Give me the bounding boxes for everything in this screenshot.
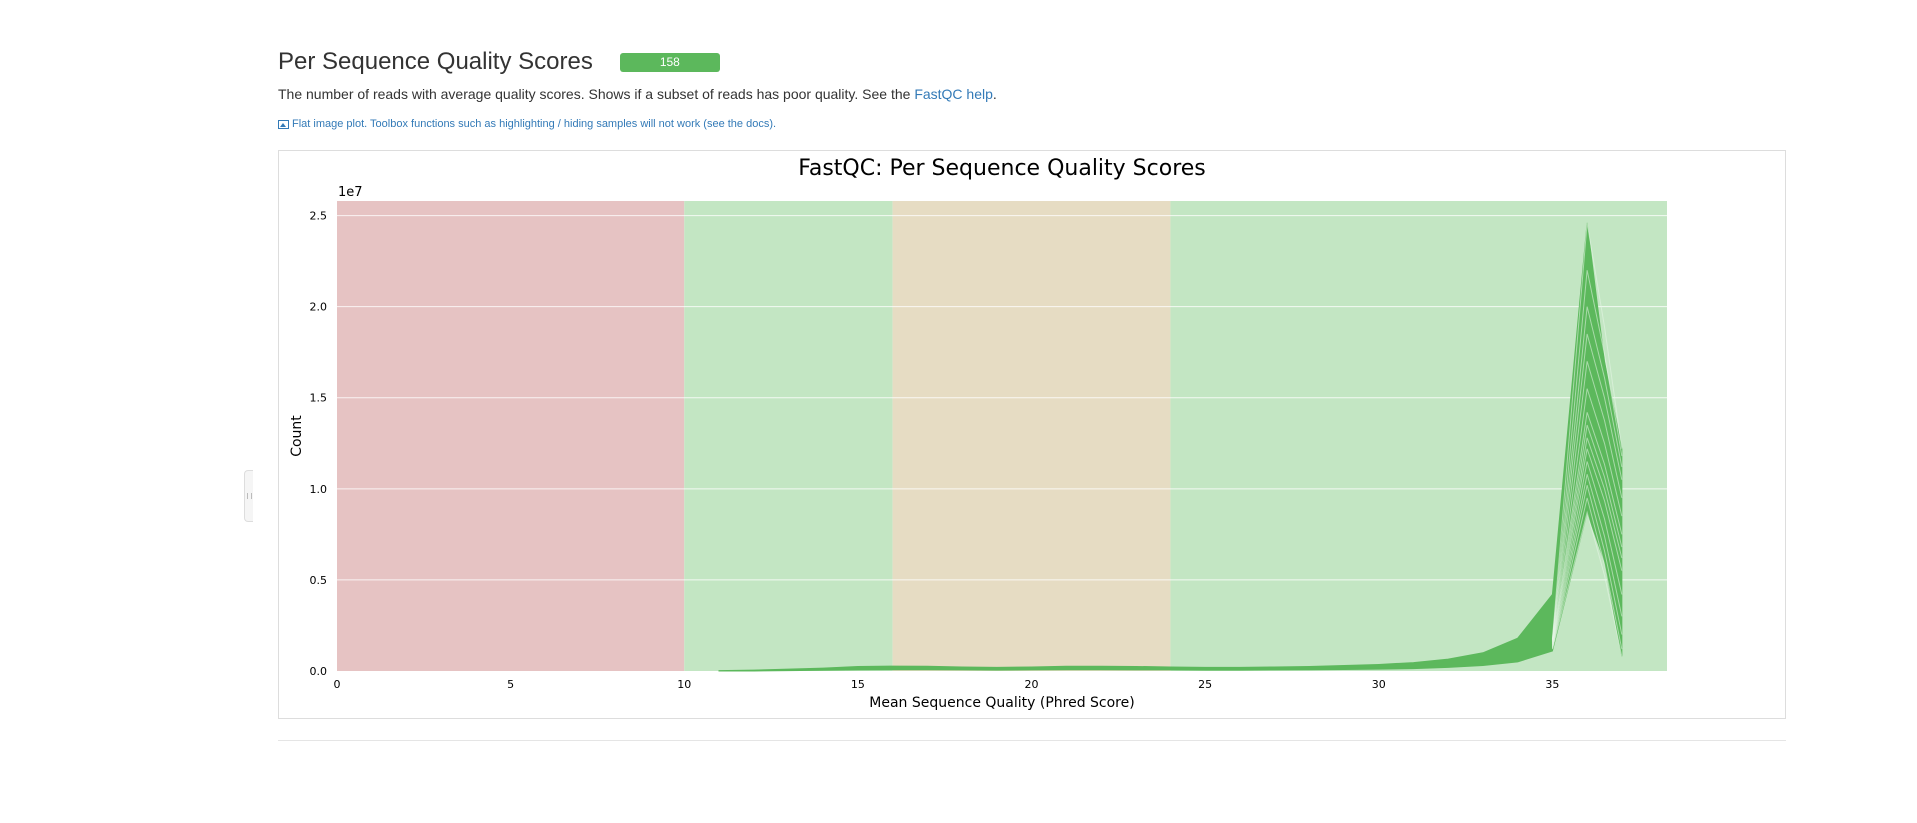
sample-line (1551, 424, 1623, 645)
image-icon (278, 119, 289, 129)
section-divider (278, 740, 1786, 741)
sample-line (1551, 361, 1623, 642)
y-offset-label: 1e7 (338, 185, 363, 200)
flat-image-note[interactable]: Flat image plot. Toolbox functions such … (278, 118, 776, 130)
section-header: Per Sequence Quality Scores 158 (278, 48, 720, 76)
band-pass (684, 201, 893, 671)
y-tick-label: 1.0 (310, 483, 328, 496)
description-end: . (992, 86, 997, 102)
x-tick-label: 20 (1025, 678, 1039, 691)
sample-line (1551, 412, 1623, 644)
fastqc-help-link[interactable]: FastQC help (914, 86, 993, 102)
x-tick-label: 25 (1198, 678, 1212, 691)
band-warn (892, 201, 1171, 671)
sample-line (1551, 461, 1623, 647)
sample-line (1551, 485, 1623, 648)
quality-score-chart: 0.0 0.5 1.0 1.5 2.0 2.5 0 5 10 15 20 25 30 35 1e7 FastQ… (289, 156, 1667, 711)
sample-line (1551, 448, 1623, 646)
section-title: Per Sequence Quality Scores (278, 48, 593, 75)
x-tick-label: 0 (334, 678, 341, 691)
sample-line (1551, 306, 1623, 641)
section-description: The number of reads with average quality… (278, 86, 997, 102)
y-axis-label: Count (289, 415, 305, 457)
band-fail (337, 201, 685, 671)
x-tick-label: 35 (1545, 678, 1559, 691)
x-tick-label: 30 (1372, 678, 1386, 691)
plot-container: 0.0 0.5 1.0 1.5 2.0 2.5 0 5 10 15 20 25 30 35 1e7 FastQ… (278, 150, 1786, 719)
sample-count-badge: 158 (619, 52, 720, 72)
x-tick-label: 15 (851, 678, 865, 691)
flat-note-text[interactable]: Flat image plot. Toolbox functions such … (292, 118, 777, 130)
x-tick-label: 5 (507, 678, 514, 691)
sidebar-toggle-handle[interactable] (244, 470, 253, 522)
sample-line (1551, 474, 1623, 648)
grip-icon (247, 493, 252, 499)
sample-line (1551, 388, 1623, 643)
sample-line (1551, 437, 1623, 645)
sample-line (1551, 497, 1623, 650)
chart-title: FastQC: Per Sequence Quality Scores (798, 156, 1206, 181)
y-tick-label: 2.5 (310, 210, 328, 223)
y-tick-label: 0.0 (310, 665, 328, 678)
y-tick-label: 0.5 (310, 574, 328, 587)
sample-line (1551, 510, 1623, 657)
y-tick-label: 2.0 (310, 301, 328, 314)
x-axis-label: Mean Sequence Quality (Phred Score) (869, 695, 1134, 711)
sample-line (1551, 333, 1623, 642)
y-tick-label: 1.5 (310, 392, 328, 405)
sample-line (1551, 222, 1623, 639)
sample-line (1551, 270, 1623, 640)
series-envelope (718, 222, 1623, 672)
x-tick-label: 10 (677, 678, 691, 691)
description-text: The number of reads with average quality… (278, 86, 915, 102)
